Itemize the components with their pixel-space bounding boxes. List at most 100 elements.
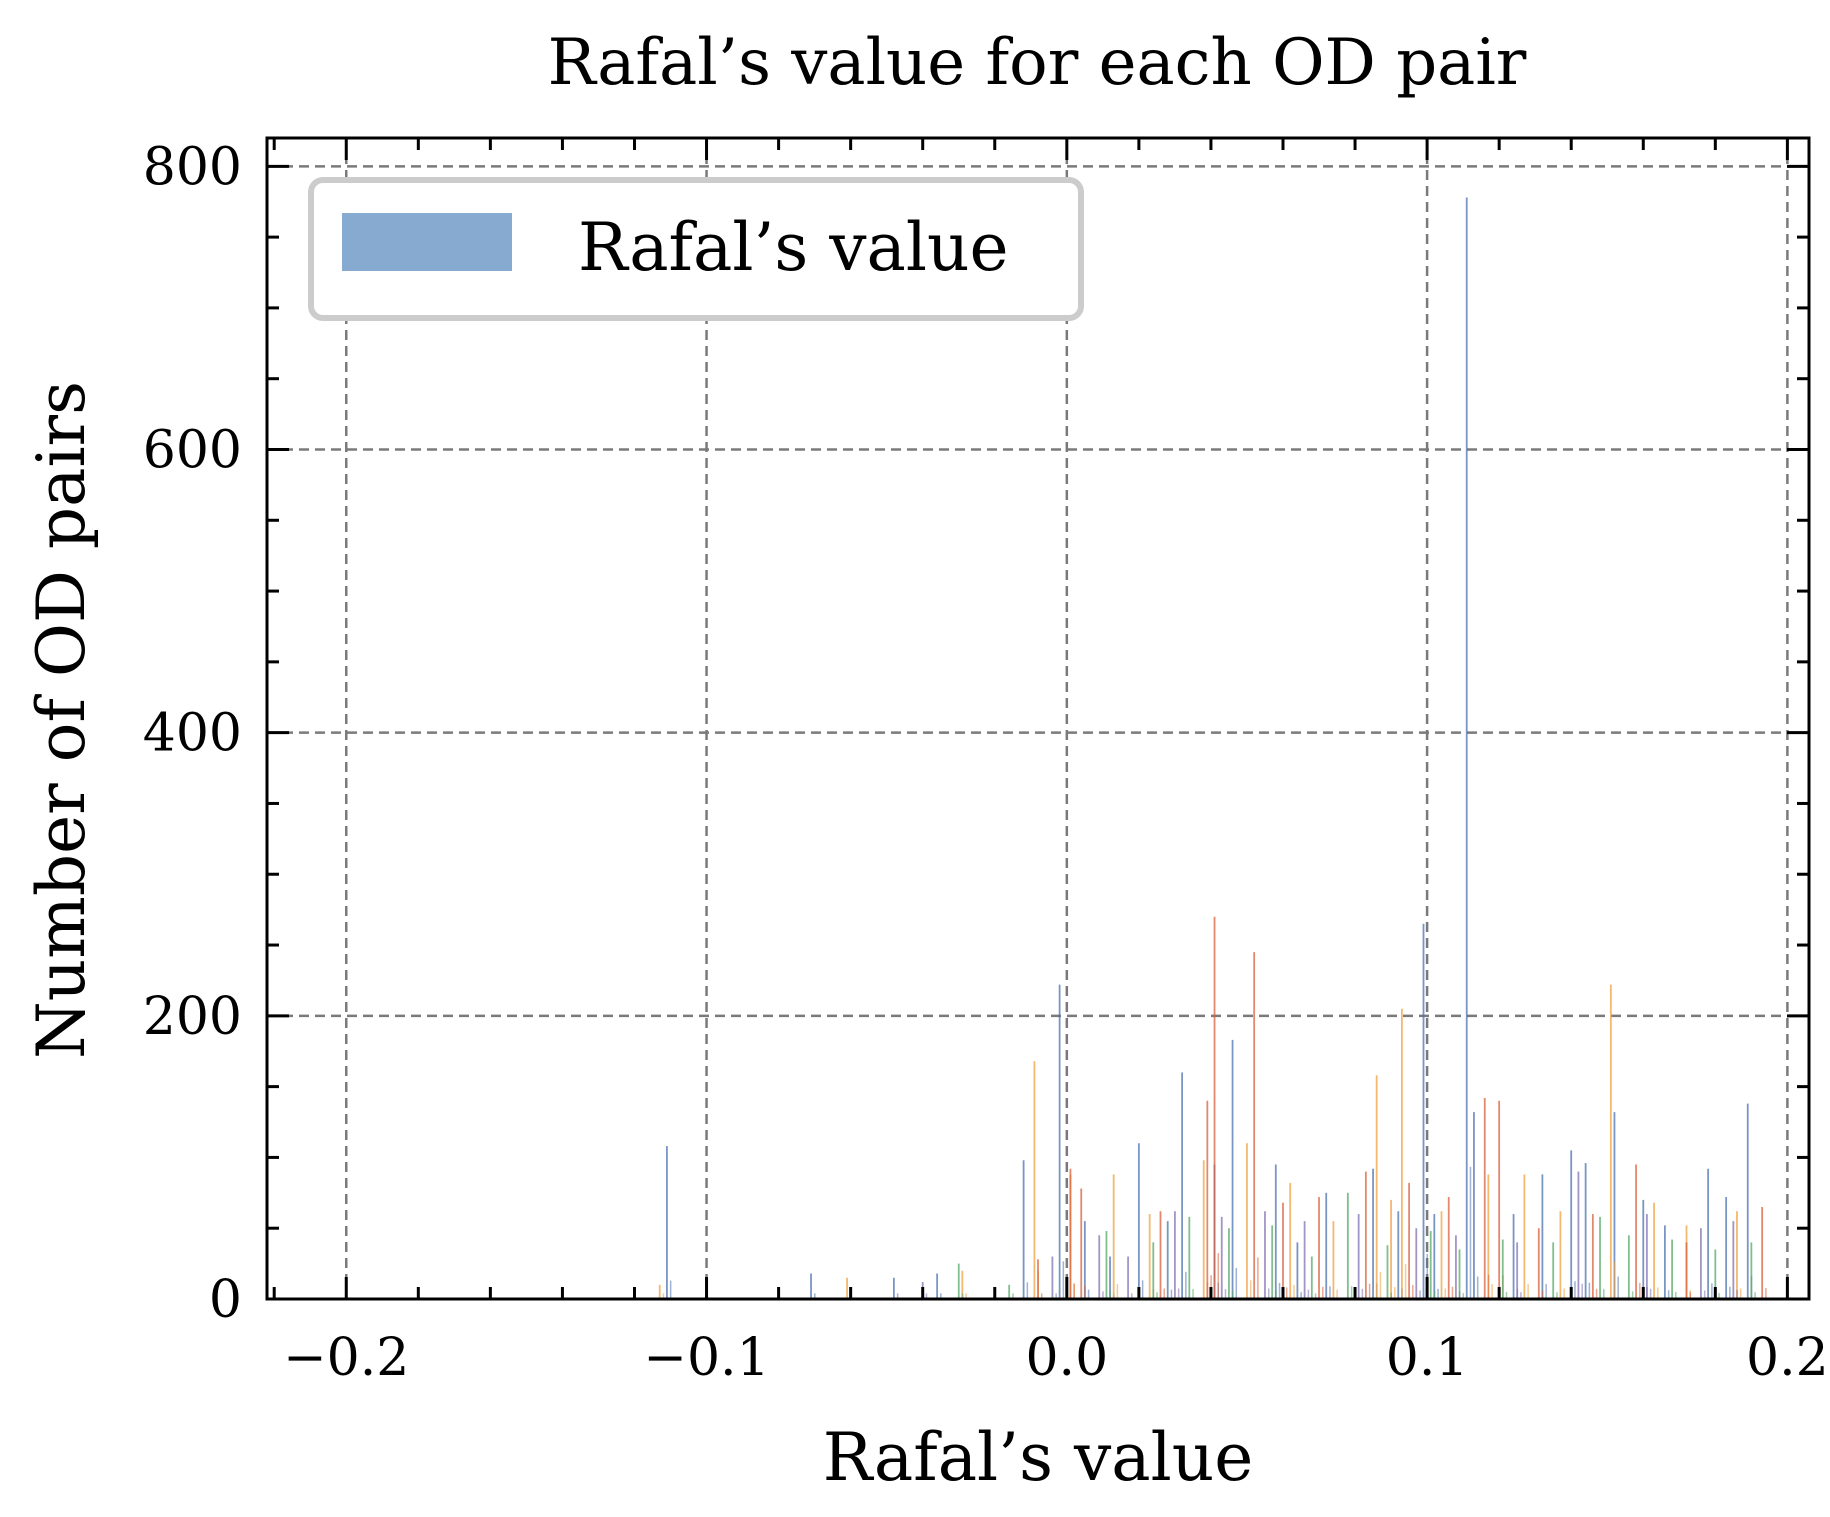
y-axis-label: Number of OD pairs [23,381,100,1059]
histogram-bar [1033,1061,1036,1299]
histogram-bar [1591,1214,1594,1299]
histogram-bar [1332,1221,1335,1299]
histogram-bar [1559,1211,1562,1299]
histogram-bar-low [1444,1288,1447,1299]
histogram-bar-low [1041,1293,1043,1299]
histogram-bar [1213,916,1216,1299]
histogram-bar-low [1087,1289,1090,1299]
histogram-bar-low [1487,1274,1490,1299]
histogram-bar-low [1588,1282,1591,1299]
histogram-bar-low [662,1293,665,1299]
histogram-bar-low [1711,1283,1713,1299]
histogram-bar [1570,1150,1573,1299]
histogram-bar [1051,1256,1054,1299]
histogram-bar-low [965,1293,967,1299]
legend-label: Rafal’s value [578,209,1009,286]
histogram-bar-low [1131,1293,1133,1299]
histogram-bar [1105,1231,1108,1299]
histogram-bar-low [1073,1283,1075,1299]
histogram-bar [1408,1182,1410,1299]
histogram-bar-low [1394,1287,1396,1299]
histogram-bar [1671,1239,1673,1299]
histogram-bar [1109,1256,1111,1299]
y-tick-label: 600 [143,420,242,480]
histogram-bar-low [1595,1288,1598,1299]
histogram-bar [1289,1182,1292,1299]
histogram-bar [1296,1242,1299,1299]
histogram-bar-low [1617,1276,1619,1299]
histogram-bar [1465,197,1468,1300]
histogram-bar [1080,1188,1083,1299]
histogram-bar [1008,1284,1011,1299]
histogram-bar-low [1412,1285,1414,1299]
histogram-bar-low [669,1280,672,1299]
histogram-bar-low [1314,1293,1317,1299]
histogram-bar [1523,1174,1526,1299]
histogram-bar [1537,1228,1540,1299]
histogram-bar [1137,1143,1140,1299]
histogram-bar-low [1689,1292,1692,1299]
histogram-bar [1473,1112,1475,1299]
histogram-bar-low [1563,1288,1565,1299]
histogram-bar-low [1458,1291,1461,1299]
histogram-bar-low [1433,1290,1436,1299]
histogram-bar [1069,1168,1072,1299]
histogram-bar-low [1631,1291,1634,1299]
histogram-bar [1083,1221,1086,1299]
histogram-bar-low [1055,1293,1057,1299]
histogram-bar-low [1527,1284,1529,1299]
x-tick-label: 0.2 [1746,1328,1829,1388]
histogram-bar-low [1404,1264,1407,1299]
histogram-bar [1599,1216,1601,1299]
histogram-bar-low [1729,1286,1731,1299]
histogram-bar-low [1736,1289,1738,1299]
histogram-bar-low [1170,1289,1173,1299]
histogram-bar-low [940,1293,942,1299]
ticks [267,138,1809,1301]
histogram-bar [1483,1097,1486,1299]
histogram-bar [1228,1228,1230,1299]
histogram-bar-low [1267,1288,1270,1299]
histogram-bar-low [1469,1166,1472,1299]
x-tick-label: 0.1 [1386,1328,1469,1388]
histogram-bar-low [1703,1290,1706,1299]
histogram-bar-low [1574,1281,1576,1299]
histogram-bar-low [1278,1282,1281,1299]
histogram-bar [1264,1211,1266,1299]
histogram-bar-low [1639,1282,1641,1299]
histogram-bar-low [1293,1285,1295,1299]
histogram-bar-low [1437,1288,1439,1299]
histogram-bar [1375,1075,1378,1299]
histogram-bar-low [1192,1289,1194,1299]
y-tick-label: 0 [209,1270,242,1330]
histogram-bar [1152,1242,1155,1299]
histogram-bar-low [1026,1282,1029,1299]
histogram-bar-low [1462,1293,1465,1299]
histogram-bar-low [1390,1292,1392,1299]
histogram-bar-low [1329,1286,1331,1299]
histogram-bar [1512,1214,1515,1299]
histogram-bar-low [1603,1289,1605,1299]
histogram-bar-low [1667,1290,1670,1299]
histogram-bar [1429,1231,1432,1299]
histogram-bar [1700,1228,1702,1299]
histogram-bar [1750,1242,1753,1299]
histogram-bar-low [1361,1288,1364,1299]
x-axis-label: Rafal’s value [823,1419,1254,1496]
histogram-bar [1202,1160,1205,1299]
histogram-bar [1627,1235,1630,1299]
histogram-bar-low [1102,1291,1104,1299]
grid [267,138,1809,1299]
histogram-bar [1541,1174,1544,1299]
histogram-bar [1584,1163,1587,1299]
histogram-bar [1346,1192,1349,1299]
histogram-bar [1685,1242,1688,1299]
histogram-bar [1487,1174,1490,1299]
histogram-bar-low [1505,1291,1508,1299]
histogram-bar [1609,984,1612,1299]
histogram-bar-low [1765,1287,1767,1299]
histogram-bar [1400,1008,1403,1299]
histogram-bar [1552,1242,1555,1299]
histogram-bar [810,1273,812,1299]
